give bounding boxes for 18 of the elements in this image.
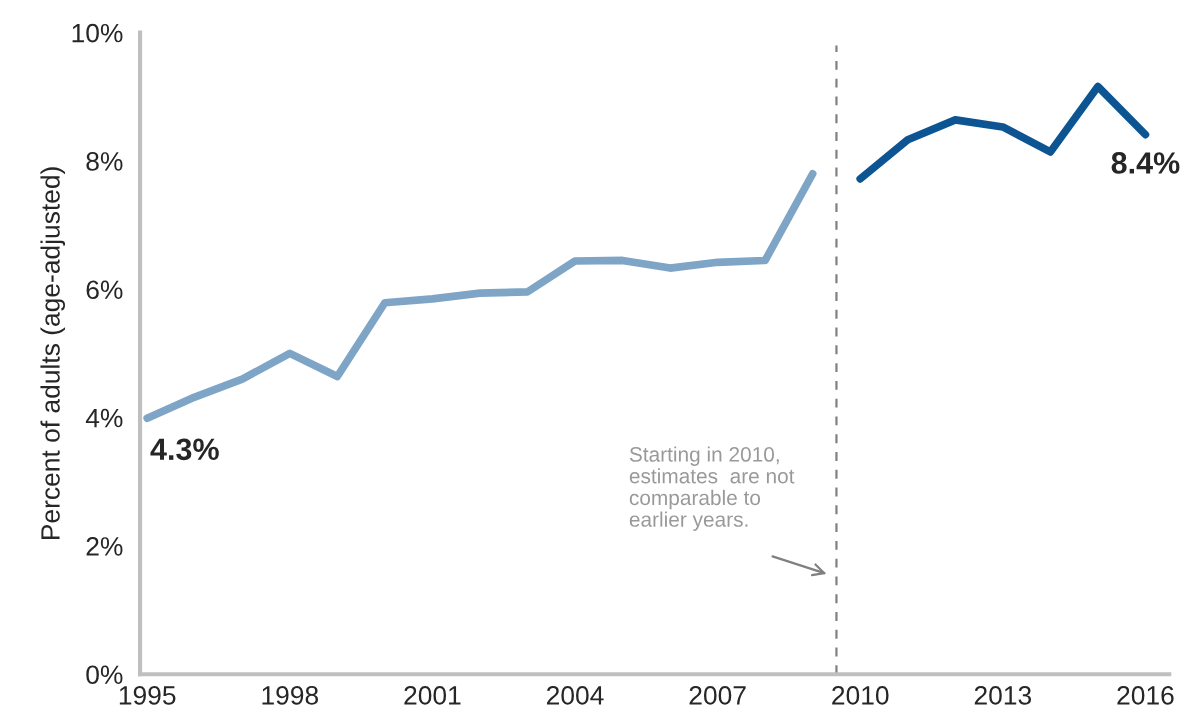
- x-tick-label: 2013: [974, 686, 1032, 705]
- y-axis-title: Percent of adults (age-adjusted): [40, 167, 66, 540]
- y-tick-label: 10%: [72, 23, 123, 43]
- y-tick-label: 6%: [86, 280, 123, 300]
- x-tick-label: 2001: [404, 686, 461, 705]
- x-tick-label: 2016: [1117, 686, 1174, 705]
- annotation: 8.4%: [1111, 152, 1180, 174]
- x-tick-label: 1995: [119, 686, 176, 705]
- x-tick-label: 2004: [546, 686, 604, 705]
- y-tick-label: 8%: [86, 152, 123, 171]
- x-tick-label: 2007: [689, 686, 746, 705]
- y-tick-label: 2%: [86, 537, 123, 556]
- y-tick-label: 4%: [85, 408, 123, 428]
- annotation: 4.3%: [150, 438, 219, 461]
- annotation: Starting in 2010, estimates are not comparable to earlier years.: [629, 446, 795, 531]
- x-tick-label: 1998: [262, 686, 319, 705]
- y-tick-label: 0%: [86, 665, 123, 685]
- x-tick-label: 2010: [832, 686, 889, 705]
